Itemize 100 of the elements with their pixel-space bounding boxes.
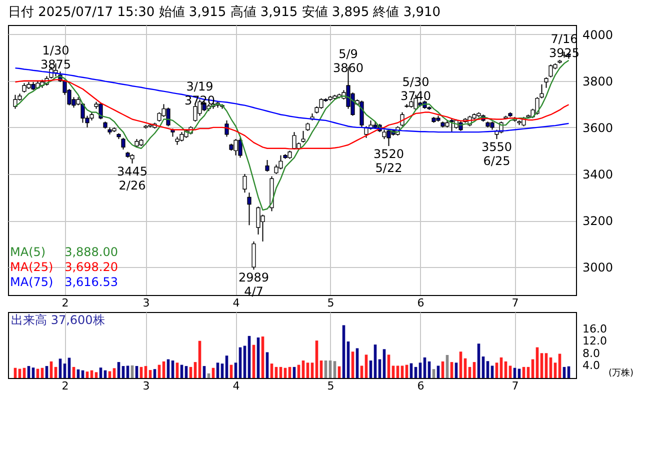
bar bbox=[270, 364, 274, 378]
y-tick-label: 3800 bbox=[582, 74, 614, 88]
bar bbox=[27, 366, 30, 378]
x-tick-label: 6 bbox=[417, 380, 424, 392]
text: MA(5) bbox=[10, 245, 46, 259]
y-tick-label: 3600 bbox=[582, 120, 614, 135]
candlestick bbox=[265, 160, 270, 172]
bar bbox=[176, 362, 179, 378]
annotation: 3550 6/25 bbox=[481, 140, 512, 168]
bar bbox=[459, 352, 462, 378]
bar bbox=[364, 354, 368, 378]
bar bbox=[418, 362, 422, 378]
bar bbox=[554, 362, 557, 378]
y-tick-label: 3000 bbox=[582, 260, 614, 275]
annotation: 1/30 3875 bbox=[40, 43, 72, 72]
bar bbox=[220, 364, 224, 378]
candlestick bbox=[301, 130, 306, 144]
bar bbox=[68, 358, 71, 378]
bar bbox=[477, 344, 480, 378]
chart-title: 日付 2025/07/17 15:30 始値 3,915 高値 3,915 安値 3,895 終値 3,910 bbox=[8, 4, 441, 20]
annotation: 出来高 37,600株 bbox=[11, 313, 105, 327]
y-axis-title: (万株) bbox=[608, 368, 634, 378]
candlestick bbox=[400, 112, 404, 127]
bar bbox=[144, 366, 148, 378]
bar bbox=[153, 369, 156, 378]
x-tick-label: 3 bbox=[142, 296, 150, 310]
text: MA(75) bbox=[10, 275, 54, 289]
bar bbox=[32, 368, 35, 378]
candlestick bbox=[252, 240, 256, 270]
candlestick bbox=[242, 173, 247, 194]
bar bbox=[508, 366, 512, 378]
bar bbox=[495, 362, 498, 378]
x-tick-label: 7 bbox=[512, 380, 519, 392]
bar bbox=[99, 368, 102, 378]
bar bbox=[558, 354, 562, 378]
bar bbox=[454, 362, 458, 378]
candlestick bbox=[224, 120, 229, 138]
bar bbox=[387, 354, 390, 378]
bar bbox=[400, 366, 404, 378]
x-tick-label: 2 bbox=[62, 380, 69, 392]
bar bbox=[382, 349, 386, 378]
y-tick-label: 8.0 bbox=[582, 346, 600, 360]
x-tick-label: 5 bbox=[327, 296, 334, 310]
x-tick-label: 7 bbox=[512, 296, 519, 310]
bar bbox=[216, 362, 220, 378]
line-series bbox=[14, 60, 570, 211]
annotation: 3,698.20 bbox=[64, 260, 118, 274]
annotation: 3445 2/26 bbox=[116, 164, 148, 192]
y-tick-label: 3400 bbox=[582, 167, 614, 182]
annotation: 3520 5/22 bbox=[373, 147, 404, 176]
annotation: 3,616.53 bbox=[64, 275, 118, 289]
bar bbox=[45, 366, 48, 378]
bar bbox=[351, 352, 354, 378]
bar bbox=[148, 370, 152, 378]
bar bbox=[490, 366, 494, 378]
bar bbox=[486, 361, 490, 378]
bar bbox=[436, 366, 440, 378]
bar bbox=[112, 368, 116, 378]
x-tick-label: 2 bbox=[62, 296, 69, 310]
bar bbox=[432, 369, 436, 378]
bar bbox=[202, 366, 206, 378]
bar bbox=[396, 366, 400, 378]
candlestick bbox=[121, 137, 126, 150]
bar bbox=[342, 325, 346, 378]
bar bbox=[306, 362, 310, 378]
x-tick-label: 5 bbox=[327, 380, 334, 392]
bar bbox=[122, 366, 125, 378]
bar bbox=[234, 362, 238, 378]
x-tick-label: 4 bbox=[232, 380, 240, 392]
text: MA(25) bbox=[10, 260, 54, 274]
annotation: 5/9 3860 bbox=[332, 46, 364, 75]
bar bbox=[356, 348, 359, 378]
y-tick-label: 4000 bbox=[582, 28, 614, 42]
candlestick bbox=[544, 76, 548, 88]
bar bbox=[333, 361, 336, 378]
bar bbox=[392, 366, 395, 378]
bar bbox=[310, 362, 314, 378]
bar bbox=[266, 352, 269, 378]
bar bbox=[225, 356, 228, 378]
annotation: 3,888.00 bbox=[64, 245, 118, 259]
bar bbox=[94, 372, 98, 378]
bar bbox=[540, 353, 544, 378]
x-tick-label: 6 bbox=[417, 296, 424, 310]
y-tick-label: 4.0 bbox=[582, 359, 600, 372]
y-tick-label: 12.0 bbox=[582, 334, 607, 348]
bar bbox=[544, 353, 548, 378]
x-tick-label: 3 bbox=[142, 380, 150, 392]
candlestick bbox=[247, 192, 252, 226]
x-tick-label: 4 bbox=[232, 296, 240, 310]
annotation: 5/30 3740 bbox=[400, 74, 432, 103]
bar bbox=[126, 366, 130, 378]
bar bbox=[135, 366, 138, 378]
bar bbox=[86, 372, 89, 378]
bar bbox=[360, 366, 364, 378]
bar bbox=[184, 366, 188, 378]
bar bbox=[58, 358, 62, 378]
bar bbox=[63, 364, 66, 378]
bar bbox=[108, 371, 112, 378]
y-tick-label: 16.0 bbox=[582, 322, 607, 336]
y-tick-label: 3200 bbox=[582, 214, 614, 228]
